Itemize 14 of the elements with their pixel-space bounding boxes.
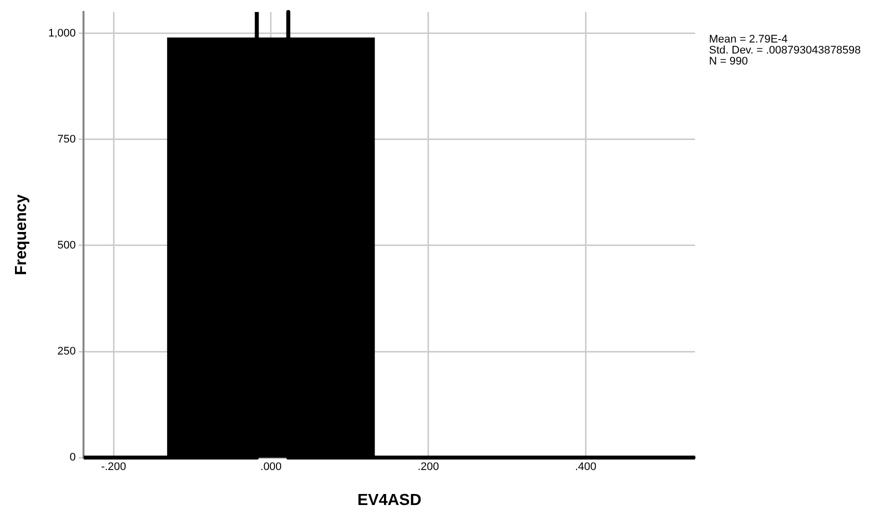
text: Std. Dev. = .008793043878598 xyxy=(709,44,861,57)
y-tick-label: 750 xyxy=(57,133,76,146)
x-tick-label: -.200 xyxy=(101,461,126,474)
y-tick-label: 0 xyxy=(70,452,76,464)
x-tick-label: .200 xyxy=(418,461,440,474)
x-axis-title: EV4ASD xyxy=(357,492,422,509)
y-axis-title: Frequency xyxy=(13,194,30,276)
x-tick-label: .400 xyxy=(574,461,596,474)
y-tick-label: 500 xyxy=(57,239,76,252)
text: Mean = 2.79E-4 xyxy=(709,34,788,46)
text: N = 990 xyxy=(709,56,748,68)
y-tick-label: 250 xyxy=(57,346,76,358)
x-tick-label: .000 xyxy=(260,461,282,474)
y-tick-label: 1,000 xyxy=(48,27,76,40)
